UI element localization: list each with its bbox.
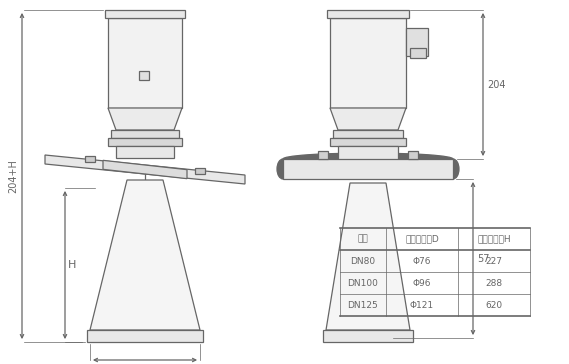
Text: 204+H: 204+H	[8, 159, 18, 193]
Text: 法兰: 法兰	[358, 234, 368, 244]
Bar	[283, 159, 453, 179]
Bar	[408, 151, 418, 159]
Bar	[108, 18, 182, 108]
Polygon shape	[326, 183, 410, 330]
Bar	[111, 130, 179, 138]
Ellipse shape	[447, 159, 459, 179]
Text: 204: 204	[487, 79, 505, 90]
Text: Φ96: Φ96	[413, 278, 431, 288]
Text: Φ121: Φ121	[410, 301, 434, 309]
Bar	[338, 146, 398, 160]
Ellipse shape	[283, 153, 453, 165]
Bar	[139, 71, 149, 80]
Text: Φ76: Φ76	[413, 257, 431, 265]
Text: 227: 227	[485, 257, 502, 265]
Bar	[87, 330, 203, 342]
Ellipse shape	[277, 159, 289, 179]
Polygon shape	[108, 108, 182, 130]
Polygon shape	[90, 180, 200, 330]
Text: 288: 288	[485, 278, 502, 288]
Bar	[406, 28, 428, 56]
Polygon shape	[45, 155, 245, 184]
Bar	[327, 10, 409, 18]
Bar	[323, 330, 413, 342]
Bar	[108, 138, 182, 146]
Text: DN80: DN80	[351, 257, 376, 265]
Bar	[116, 146, 174, 158]
Polygon shape	[103, 160, 187, 179]
Bar	[105, 10, 185, 18]
Text: 喇叭口高度H: 喇叭口高度H	[477, 234, 511, 244]
Text: 喇叭口直径D: 喇叭口直径D	[405, 234, 439, 244]
Bar	[318, 151, 328, 159]
Bar	[195, 168, 205, 174]
Polygon shape	[330, 108, 406, 130]
Bar	[410, 48, 426, 58]
Bar	[330, 138, 406, 146]
Text: 57: 57	[477, 253, 489, 264]
Text: DN125: DN125	[348, 301, 378, 309]
Bar	[85, 156, 95, 162]
Text: DN100: DN100	[348, 278, 378, 288]
Text: 620: 620	[485, 301, 502, 309]
Bar	[333, 130, 403, 138]
Bar	[330, 18, 406, 108]
Text: H: H	[68, 260, 76, 270]
